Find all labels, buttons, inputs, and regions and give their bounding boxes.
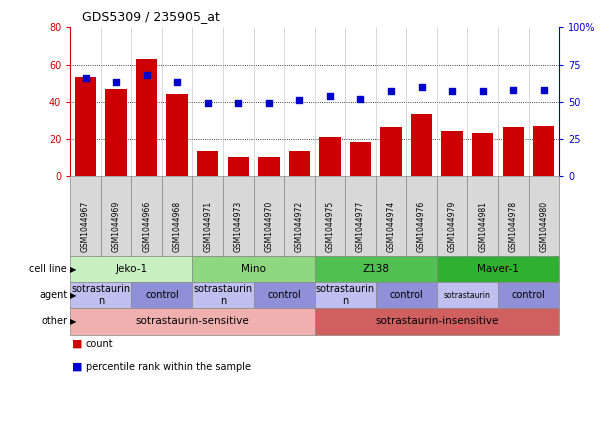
Text: cell line: cell line [29,264,67,274]
Text: Mino: Mino [241,264,266,274]
Text: GDS5309 / 235905_at: GDS5309 / 235905_at [82,10,221,23]
Text: ■: ■ [71,362,82,372]
Text: GSM1044974: GSM1044974 [387,201,395,252]
Point [111,79,121,86]
Bar [258,157,280,176]
Bar [472,133,494,176]
Text: GSM1044970: GSM1044970 [265,201,273,252]
Text: ▶: ▶ [70,264,76,274]
Text: ▶: ▶ [70,291,76,300]
Point [478,88,488,95]
Text: Jeko-1: Jeko-1 [115,264,147,274]
Point [539,86,549,93]
Bar [136,59,158,176]
Text: count: count [86,339,113,349]
Text: GSM1044968: GSM1044968 [173,201,181,252]
Text: control: control [267,290,301,300]
Point [81,74,90,81]
Point [508,86,518,93]
Point [295,97,304,104]
Text: sotrastaurin
n: sotrastaurin n [316,284,375,306]
Text: GSM1044971: GSM1044971 [203,201,212,252]
Bar [197,151,219,176]
Text: control: control [145,290,179,300]
Bar [75,77,97,176]
Bar [166,94,188,176]
Point [417,83,426,90]
Text: sotrastaurin
n: sotrastaurin n [194,284,252,306]
Bar [411,115,433,176]
Bar [533,126,555,176]
Text: GSM1044966: GSM1044966 [142,201,151,252]
Text: GSM1044981: GSM1044981 [478,201,487,252]
Point [264,100,274,107]
Bar [106,88,127,176]
Text: sotrastaurin-insensitive: sotrastaurin-insensitive [375,316,499,327]
Text: GSM1044976: GSM1044976 [417,201,426,252]
Text: Maver-1: Maver-1 [477,264,519,274]
Text: sotrastaurin
n: sotrastaurin n [71,284,130,306]
Point [172,79,182,86]
Text: percentile rank within the sample: percentile rank within the sample [86,362,251,372]
Text: GSM1044967: GSM1044967 [81,201,90,252]
Point [142,71,152,78]
Point [203,100,213,107]
Point [447,88,457,95]
Bar [503,127,524,176]
Text: GSM1044975: GSM1044975 [326,201,334,252]
Bar [442,131,463,176]
Point [233,100,243,107]
Text: ▶: ▶ [70,317,76,326]
Point [325,92,335,99]
Text: GSM1044973: GSM1044973 [234,201,243,252]
Text: sotrastaurin: sotrastaurin [444,291,491,300]
Bar [228,157,249,176]
Text: other: other [41,316,67,327]
Text: GSM1044979: GSM1044979 [448,201,456,252]
Text: GSM1044969: GSM1044969 [112,201,120,252]
Text: ■: ■ [71,339,82,349]
Bar [350,142,371,176]
Point [356,95,365,102]
Bar [320,137,341,176]
Text: Z138: Z138 [362,264,389,274]
Point [386,88,396,95]
Text: GSM1044977: GSM1044977 [356,201,365,252]
Bar [381,127,402,176]
Text: GSM1044980: GSM1044980 [540,201,548,252]
Text: control: control [511,290,546,300]
Text: agent: agent [39,290,67,300]
Text: GSM1044972: GSM1044972 [295,201,304,252]
Text: GSM1044978: GSM1044978 [509,201,518,252]
Text: control: control [389,290,423,300]
Text: sotrastaurin-sensitive: sotrastaurin-sensitive [136,316,249,327]
Bar [289,151,310,176]
